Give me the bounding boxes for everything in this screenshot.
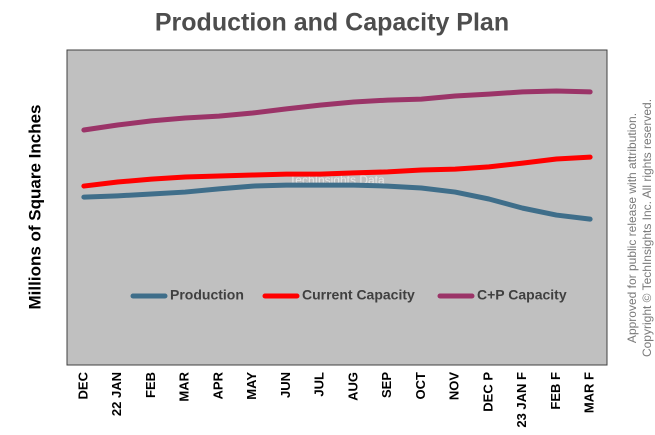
x-tick-label: 23 JAN F xyxy=(514,372,529,428)
x-tick-label: AUG xyxy=(345,372,360,401)
y-axis-label: Millions of Square Inches xyxy=(25,105,44,310)
x-tick-label: 22 JAN xyxy=(109,372,124,416)
line-series xyxy=(81,154,593,189)
x-tick-label: DEC P xyxy=(480,372,495,412)
note: Copyright © TechInsights Inc. All rights… xyxy=(640,99,654,357)
x-tick-label: JUN xyxy=(278,372,293,398)
legend-label: Current Capacity xyxy=(302,287,415,303)
note: Approved for public release with attribu… xyxy=(625,113,639,343)
x-tick-label: OCT xyxy=(413,372,428,400)
x-tick-label: NOV xyxy=(447,372,462,401)
x-tick-label: DEC xyxy=(75,371,90,399)
x-tick-label: FEB F xyxy=(548,372,563,410)
x-tick-label: SEP xyxy=(379,372,394,398)
x-tick-label: MAY xyxy=(244,372,259,400)
x-tick-label: MAR F xyxy=(582,372,597,413)
x-tick-label: APR xyxy=(210,371,225,399)
line-series xyxy=(81,182,593,222)
x-tick-label: MAR xyxy=(177,371,192,401)
x-tick-label: JUL xyxy=(312,372,327,397)
line-series xyxy=(81,88,593,133)
chart-title: Production and Capacity Plan xyxy=(155,9,509,37)
legend-label: Production xyxy=(170,287,244,303)
x-tick-label: FEB xyxy=(143,372,158,398)
legend-label: C+P Capacity xyxy=(477,287,567,303)
